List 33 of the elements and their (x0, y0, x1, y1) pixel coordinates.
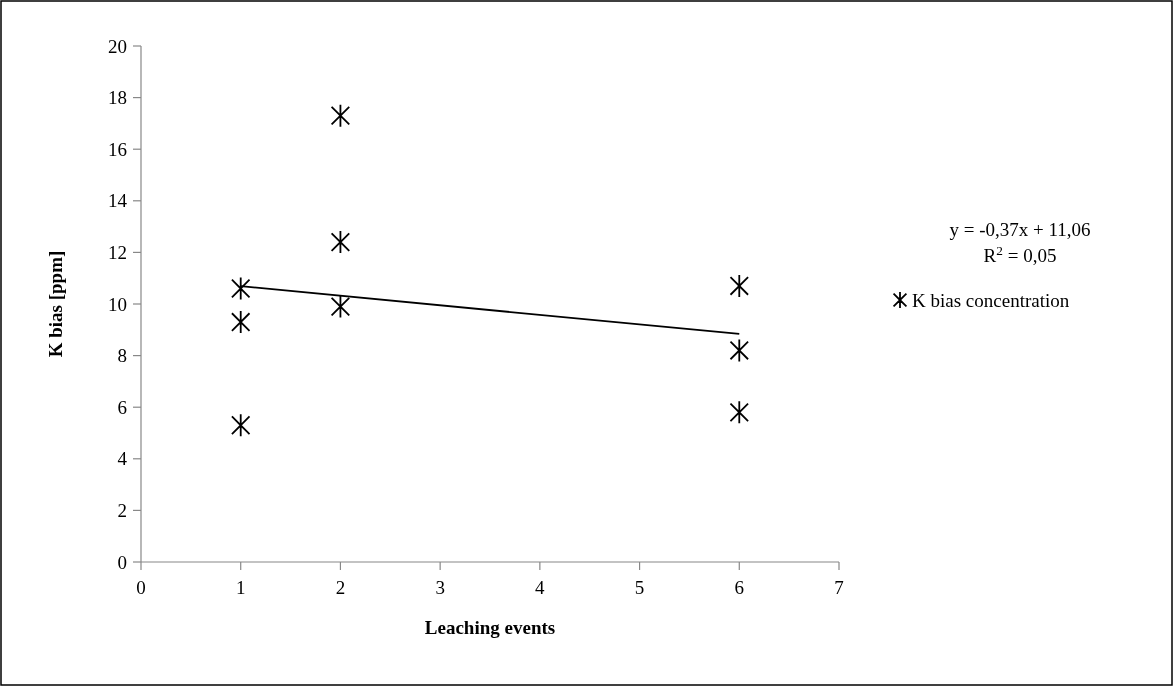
point (330, 294, 351, 319)
point (231, 276, 251, 301)
y-tick-label: 10 (108, 293, 127, 315)
point (729, 274, 749, 298)
legend-label: K bias concentration (912, 289, 1070, 311)
x-tick-label: 6 (734, 577, 745, 598)
y-tick-label: 0 (117, 551, 127, 573)
y-tick-label: 16 (108, 138, 127, 160)
point (729, 400, 749, 425)
point (231, 413, 251, 438)
y-tick-label: 8 (117, 345, 127, 367)
point (330, 103, 351, 128)
y-tick-label: 6 (117, 396, 127, 418)
y-tick-label: 20 (108, 35, 127, 57)
x-tick-label: 2 (335, 577, 346, 598)
y-tick-label: 14 (108, 190, 128, 212)
text: R$^{2}$ = 0,05 (983, 242, 1057, 266)
text: y = -0,37x + 11,06 (949, 219, 1091, 240)
x-tick-label: 1 (235, 577, 246, 598)
x-tick-label: 7 (834, 577, 844, 598)
point (231, 310, 251, 334)
point (729, 338, 749, 363)
y-tick-label: 4 (117, 448, 128, 470)
x-tick-label: 3 (435, 577, 445, 598)
x-tick-label: 4 (535, 577, 546, 598)
x-axis-title: Leaching events (424, 617, 556, 638)
y-axis-title: K bias [ppm] (45, 250, 66, 358)
x-tick-label: 5 (634, 577, 645, 598)
point (330, 230, 351, 254)
y-tick-label: 2 (117, 499, 127, 521)
x-tick-label: 0 (136, 577, 146, 598)
y-tick-label: 12 (108, 241, 127, 263)
y-tick-label: 18 (108, 87, 127, 109)
